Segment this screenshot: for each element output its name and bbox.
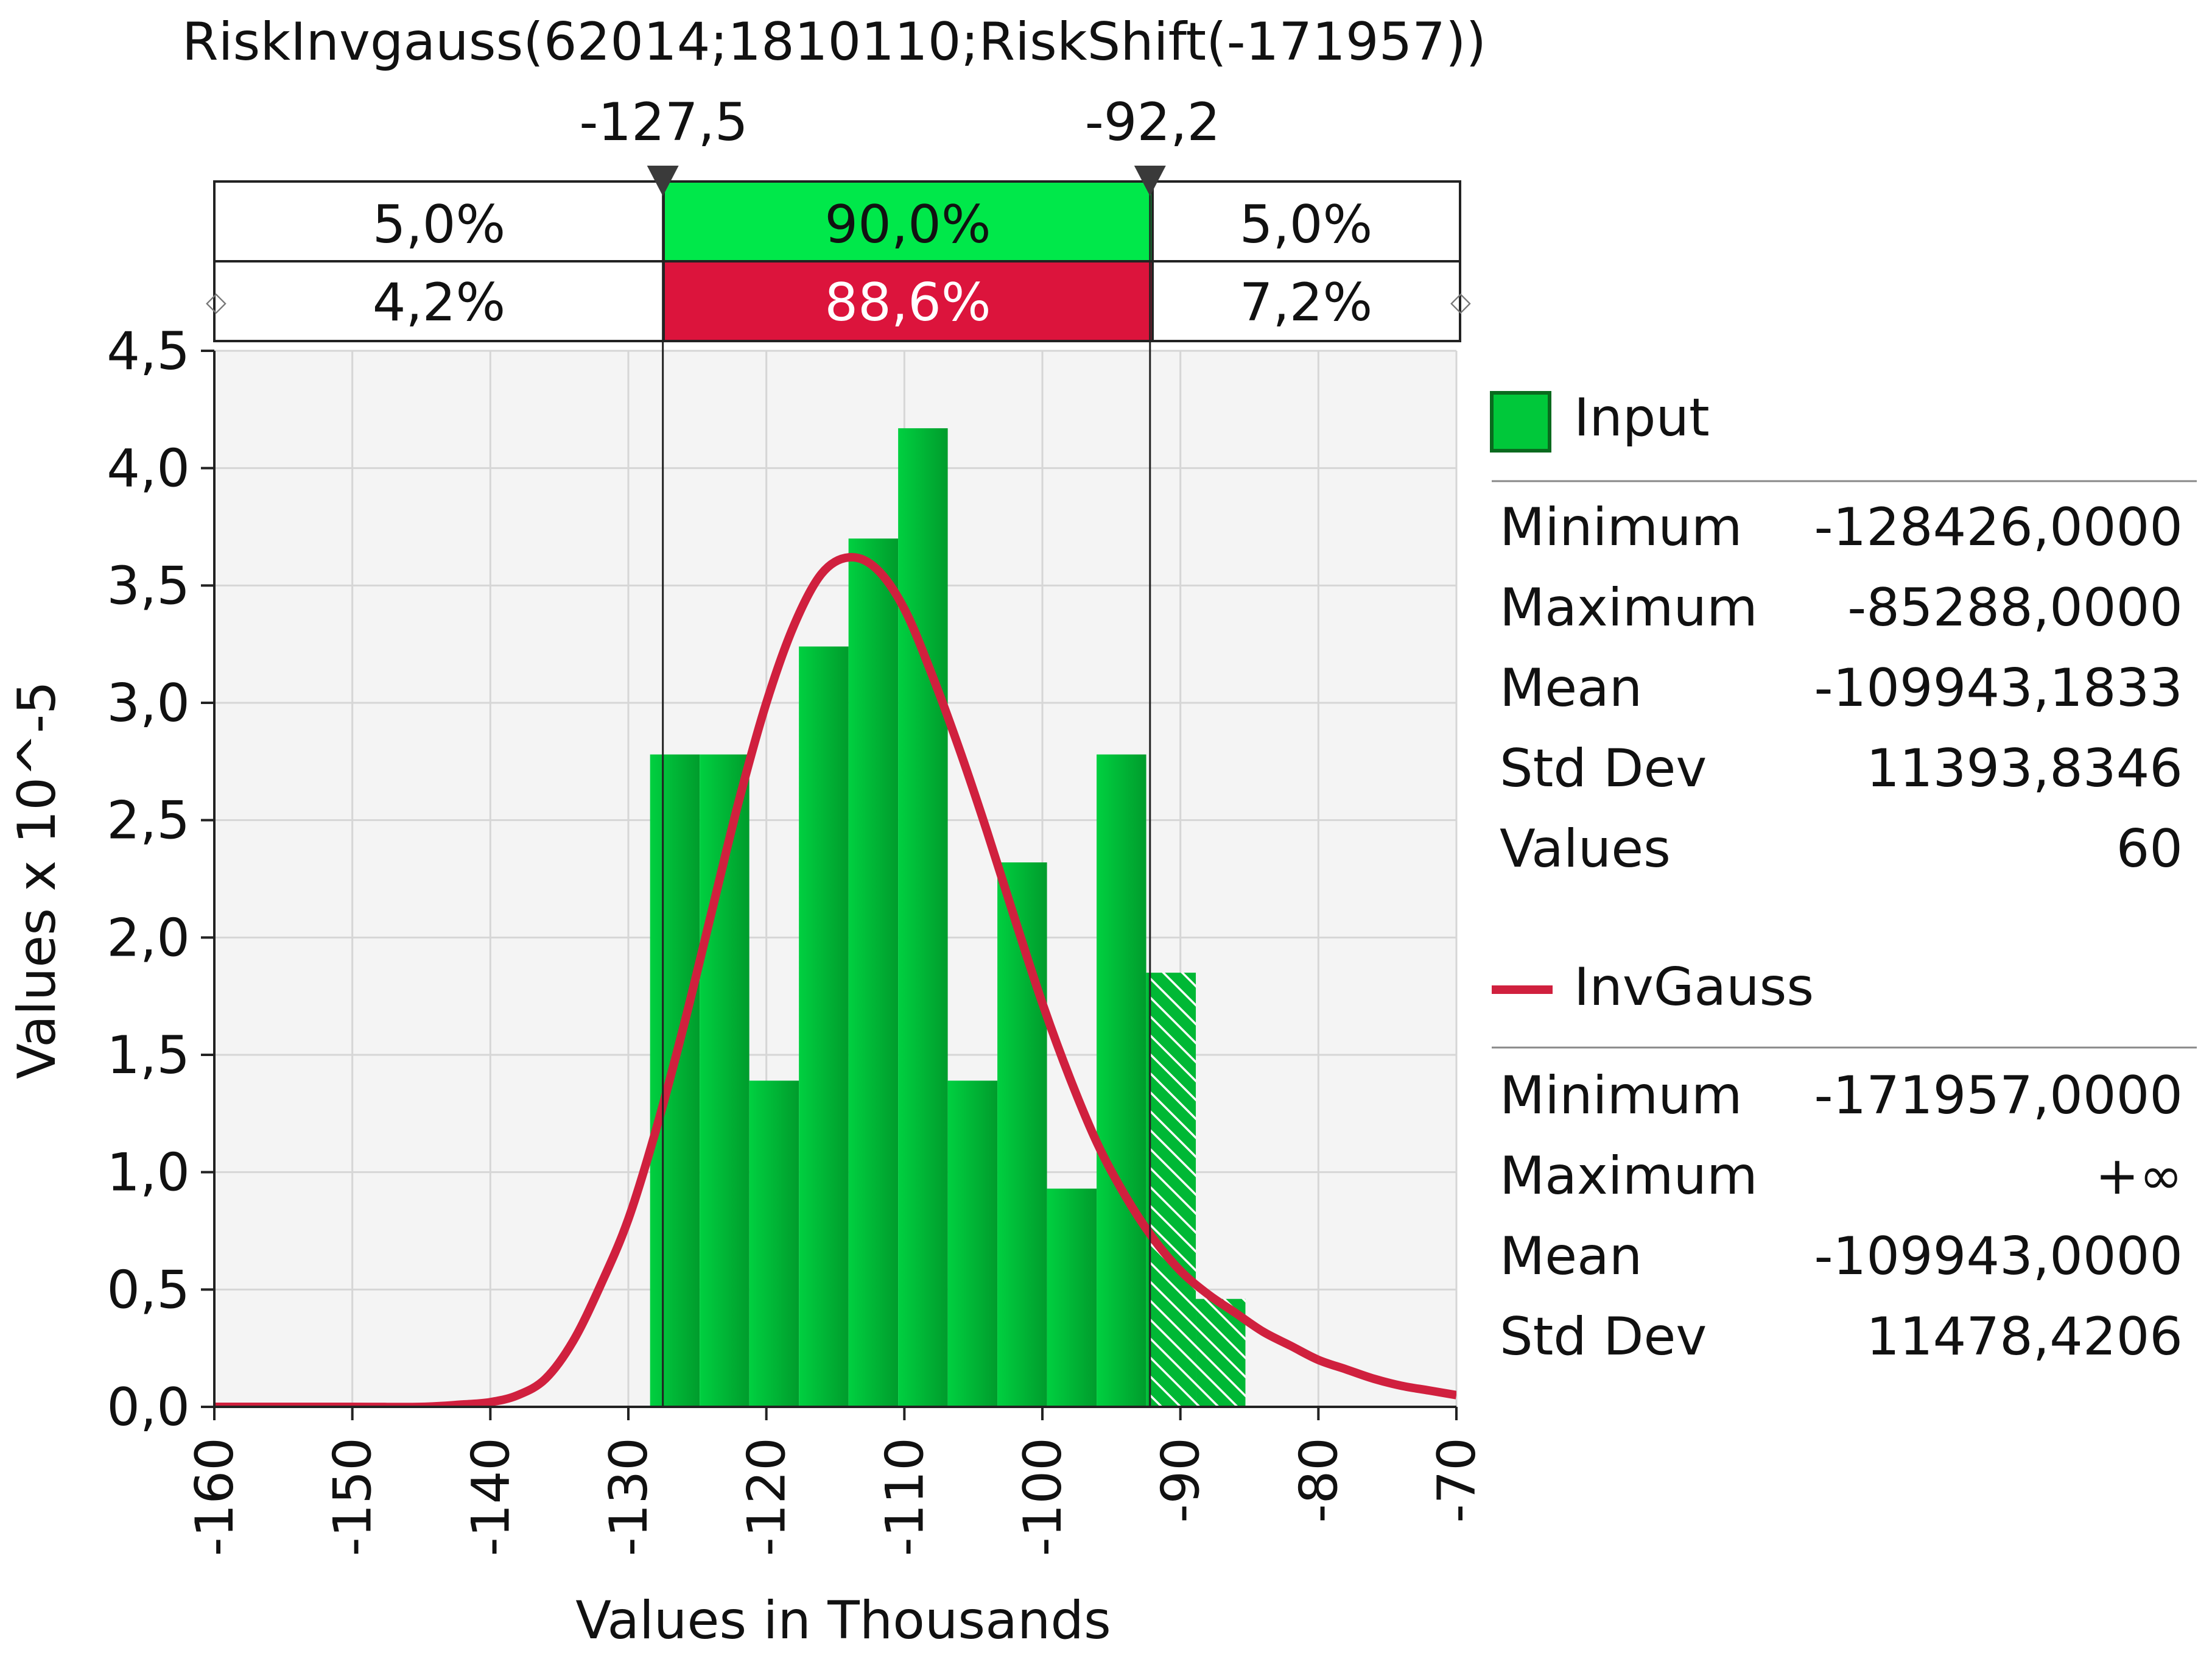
- band-input-middle-label: 90,0%: [824, 194, 991, 255]
- right-delimiter-marker: [1134, 166, 1166, 196]
- y-tick-label: 2,5: [107, 791, 190, 851]
- chart-title: RiskInvgauss(62014;1810110;RiskShift(-17…: [182, 12, 1486, 72]
- invgauss-curve: [214, 552, 1456, 1407]
- stat-value: +∞: [2095, 1146, 2183, 1206]
- x-tick-label: -120: [737, 1437, 798, 1556]
- stat-value: -85288,0000: [1847, 577, 2183, 638]
- y-tick-label: 0,0: [107, 1377, 190, 1438]
- histogram-bar: [749, 1080, 799, 1407]
- input-legend-label: Input: [1574, 387, 1710, 448]
- stat-label: Std Dev: [1500, 1306, 1707, 1367]
- histogram-bar: [1047, 1188, 1097, 1407]
- histogram-bar: [848, 538, 899, 1407]
- stat-label: Values: [1500, 819, 1671, 879]
- stat-value: -171957,0000: [1814, 1065, 2183, 1126]
- band-input-right: 5,0%: [1240, 194, 1373, 255]
- band-fit-middle-label: 88,6%: [824, 272, 991, 333]
- x-tick-label: -160: [184, 1437, 245, 1556]
- x-tick-label: -80: [1288, 1437, 1349, 1523]
- histogram-bar-tail: [1150, 973, 1196, 1407]
- stat-value: 60: [2116, 819, 2183, 879]
- stat-label: Mean: [1500, 1226, 1642, 1287]
- stat-value: -109943,1833: [1814, 658, 2183, 719]
- y-tick-label: 1,0: [107, 1143, 190, 1203]
- histogram-bar: [898, 428, 948, 1407]
- histogram-bar: [947, 1080, 998, 1407]
- left-delimiter-marker: [647, 166, 679, 196]
- stat-label: Minimum: [1500, 1065, 1743, 1126]
- histogram-bar: [650, 754, 700, 1407]
- delimiter-lines: [647, 166, 1166, 1407]
- band-fit-left: 4,2%: [373, 272, 506, 333]
- y-tick-label: 4,5: [107, 321, 190, 382]
- y-tick-label: 3,0: [107, 673, 190, 734]
- stats-panel: Input Minimum -128426,0000 Maximum -85288,0…: [1490, 387, 2197, 1367]
- histogram-bar: [1146, 973, 1150, 1407]
- stat-label: Minimum: [1500, 497, 1743, 558]
- stat-value: 11478,4206: [1866, 1306, 2183, 1367]
- histogram-bar: [799, 646, 849, 1407]
- axes: -160 -150 -140 -130 -120 -110 -100 -90 -80 -70 0,0…: [107, 321, 1487, 1556]
- stat-label: Maximum: [1500, 577, 1758, 638]
- y-axis-label: Values x 10^-5: [7, 681, 68, 1079]
- band-fit-right: 7,2%: [1240, 272, 1373, 333]
- band-input-left: 5,0%: [373, 194, 506, 255]
- stat-value: 11393,8346: [1866, 738, 2183, 799]
- stat-label: Mean: [1500, 658, 1642, 719]
- stat-label: Maximum: [1500, 1146, 1758, 1206]
- left-delimiter-label: -127,5: [579, 92, 748, 153]
- right-delimiter-label: -92,2: [1085, 92, 1221, 153]
- probability-bands: 5,0% 90,0% 5,0% 4,2% 88,6% 7,2% ◇ ◇: [206, 180, 1471, 342]
- stat-value: -128426,0000: [1814, 497, 2183, 558]
- x-tick-label: -100: [1013, 1437, 1073, 1556]
- input-stats-table: Minimum -128426,0000 Maximum -85288,0000 Mea…: [1500, 497, 2183, 879]
- y-tick-label: 0,5: [107, 1259, 190, 1320]
- x-tick-label: -110: [874, 1437, 935, 1556]
- stat-value: -109943,0000: [1814, 1226, 2183, 1287]
- input-legend-swatch: [1490, 391, 1551, 453]
- x-tick-label: -140: [460, 1437, 521, 1556]
- x-tick-label: -70: [1427, 1437, 1487, 1523]
- y-tick-label: 3,5: [107, 555, 190, 616]
- stat-label: Std Dev: [1500, 738, 1707, 799]
- band-input-middle: [664, 183, 1153, 261]
- y-tick-label: 4,0: [107, 439, 190, 499]
- fit-legend-label: InvGauss: [1574, 957, 1814, 1018]
- band-right-arrow: ◇: [1450, 286, 1471, 317]
- histogram-bar: [1097, 754, 1146, 1407]
- y-tick-label: 1,5: [107, 1025, 190, 1086]
- band-fit-middle: [664, 262, 1153, 340]
- x-tick-label: -150: [323, 1437, 384, 1556]
- histogram-bars: [650, 428, 1246, 1407]
- fit-stats-table: Minimum -171957,0000 Maximum +∞ Mean -109943,…: [1500, 1065, 2183, 1367]
- x-tick-label: -90: [1151, 1437, 1212, 1523]
- y-tick-label: 2,0: [107, 907, 190, 968]
- x-axis-label: Values in Thousands: [575, 1590, 1111, 1651]
- band-left-arrow: ◇: [206, 286, 226, 317]
- density-curve: [214, 552, 1456, 1407]
- x-tick-label: -130: [599, 1437, 659, 1556]
